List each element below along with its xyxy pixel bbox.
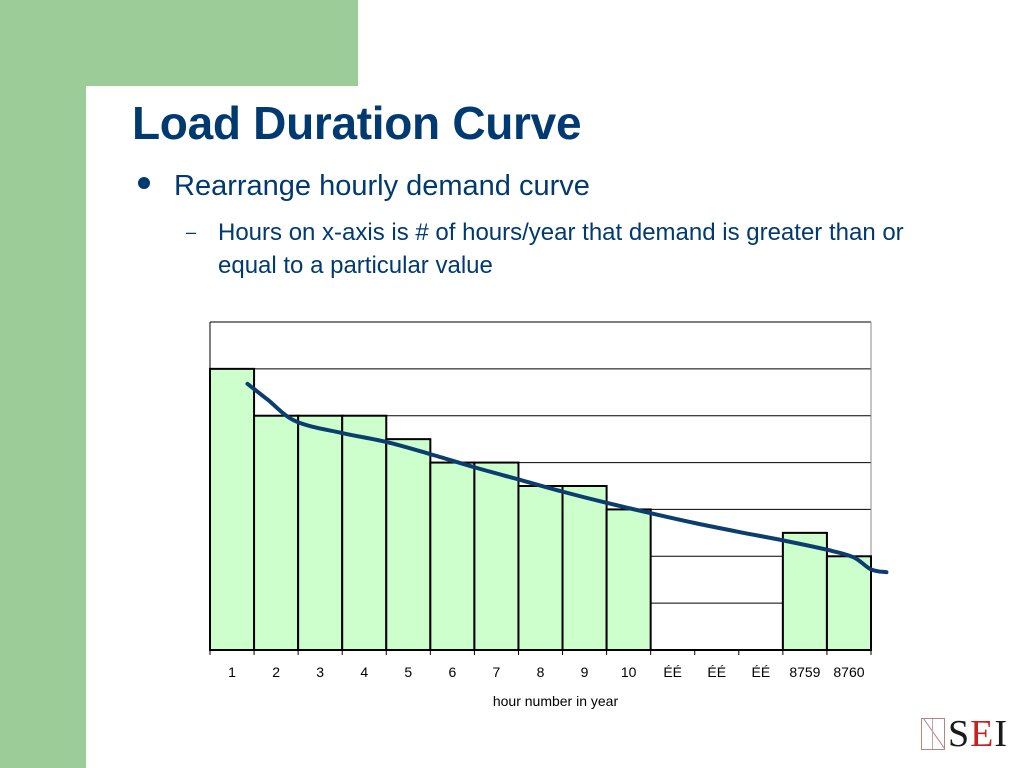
bar bbox=[429, 461, 476, 651]
load-duration-curve bbox=[245, 381, 889, 575]
x-tick-label: 5 bbox=[404, 664, 412, 680]
bar bbox=[297, 414, 344, 652]
x-tick-label: 4 bbox=[360, 664, 368, 680]
x-tick-label: 3 bbox=[316, 664, 324, 680]
sei-logo-text: SEI bbox=[948, 713, 1009, 755]
x-tick-label: 9 bbox=[581, 664, 589, 680]
sei-logo-mark-icon bbox=[921, 718, 945, 750]
bar bbox=[209, 367, 256, 651]
bullet-dot-icon bbox=[138, 177, 150, 189]
x-tick-label: ÉÉ bbox=[751, 664, 770, 680]
bullet-item: Rearrange hourly demand curve bbox=[138, 170, 590, 203]
x-tick-label: 10 bbox=[621, 664, 637, 680]
x-tick-label: 6 bbox=[448, 664, 456, 680]
x-tick-label: 8759 bbox=[789, 664, 820, 680]
sei-logo: SEI bbox=[921, 714, 1008, 754]
bar bbox=[825, 555, 873, 652]
accent-side-bar bbox=[0, 0, 86, 768]
sub-bullet-marker: – bbox=[186, 222, 197, 242]
x-tick-label: 8 bbox=[537, 664, 545, 680]
sub-bullet-text: Hours on x-axis is # of hours/year that … bbox=[218, 219, 904, 279]
x-tick-label: ÉÉ bbox=[707, 664, 726, 680]
x-tick-label: 8760 bbox=[833, 664, 864, 680]
accent-top-bar bbox=[0, 0, 358, 86]
bar bbox=[341, 414, 388, 652]
bar bbox=[605, 508, 652, 651]
chart-tick-labels: 1 2 3 4 5 6 7 8 9 10 ÉÉ ÉÉ ÉÉ 8759 8760 bbox=[228, 664, 865, 680]
bar bbox=[781, 531, 828, 652]
sub-bullet-item: – Hours on x-axis is # of hours/year tha… bbox=[186, 216, 946, 282]
x-tick-label: ÉÉ bbox=[663, 664, 682, 680]
x-axis-label: hour number in year bbox=[493, 693, 619, 709]
bullet-text: Rearrange hourly demand curve bbox=[174, 170, 590, 202]
load-duration-chart: 1 2 3 4 5 6 7 8 9 10 ÉÉ ÉÉ ÉÉ 8759 8760 hour number in… bbox=[209, 321, 889, 709]
x-tick-label: 1 bbox=[228, 664, 236, 680]
bar bbox=[561, 485, 608, 651]
slide-title: Load Duration Curve bbox=[132, 97, 582, 149]
bar bbox=[253, 414, 300, 652]
bar bbox=[517, 485, 564, 651]
x-tick-label: 2 bbox=[272, 664, 280, 680]
bar bbox=[385, 438, 432, 651]
x-tick-label: 7 bbox=[493, 664, 501, 680]
chart-axes bbox=[209, 322, 872, 655]
chart-bars bbox=[209, 367, 873, 652]
bar bbox=[473, 461, 520, 651]
